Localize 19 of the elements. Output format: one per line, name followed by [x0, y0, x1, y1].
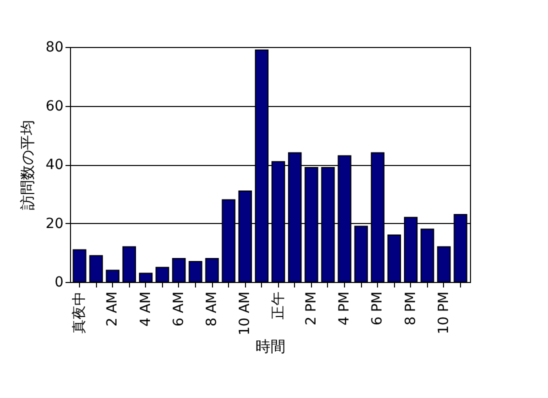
- x-tick-label: 10 AM: [237, 292, 254, 336]
- x-tick-label: 2 PM: [303, 292, 320, 326]
- x-tick-label: 6 PM: [370, 292, 386, 326]
- x-tick-label: 8 AM: [204, 292, 220, 327]
- y-tick-label: 40: [46, 157, 64, 173]
- x-axis-title: 時間: [256, 337, 286, 356]
- x-tick-label: 4 AM: [138, 292, 154, 327]
- x-tick-label: 4 PM: [336, 292, 353, 326]
- y-axis-title: 訪問数の平均: [18, 120, 37, 210]
- x-tick-label: 8 PM: [402, 292, 419, 326]
- y-tick-label: 80: [46, 40, 64, 56]
- x-tick-label: 正午: [270, 292, 286, 320]
- y-tick-label: 20: [46, 216, 64, 232]
- x-tick-label: 10 PM: [436, 292, 452, 334]
- y-tick-label: 60: [46, 98, 64, 114]
- x-tick-label: 6 AM: [170, 292, 187, 327]
- x-tick-label: 真夜中: [72, 292, 88, 334]
- x-tick-label: 2 AM: [104, 292, 121, 327]
- y-tick-label: 0: [54, 274, 64, 290]
